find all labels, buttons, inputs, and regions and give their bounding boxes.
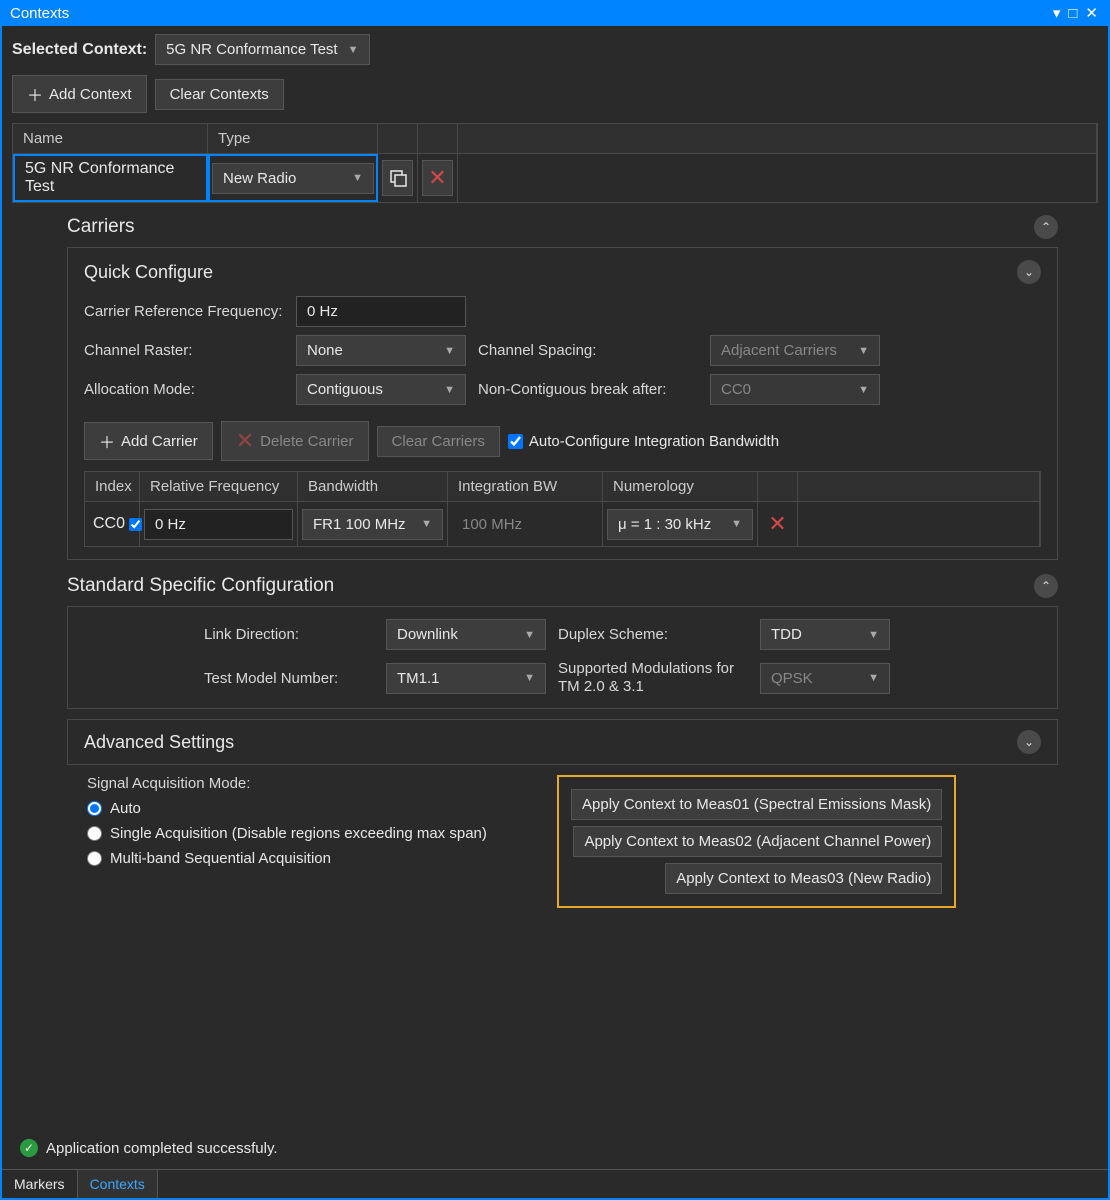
duplex-label: Duplex Scheme: xyxy=(558,626,748,643)
quick-configure-title: Quick Configure xyxy=(84,262,213,283)
ssc-title: Standard Specific Configuration xyxy=(67,575,334,597)
apply-meas01-button[interactable]: Apply Context to Meas01 (Spectral Emissi… xyxy=(571,789,942,820)
window-controls: ▾ □ ✕ xyxy=(1051,4,1100,22)
pin-icon[interactable]: ▾ xyxy=(1051,4,1063,22)
delete-context-button[interactable]: ✕ xyxy=(422,160,453,196)
window-title: Contexts xyxy=(10,5,69,22)
sig-multi-radio[interactable]: Multi-band Sequential Acquisition xyxy=(87,850,537,867)
sig-auto-radio[interactable]: Auto xyxy=(87,800,537,817)
add-carrier-button[interactable]: ＋Add Carrier xyxy=(84,422,213,460)
advanced-panel: Advanced Settings ⌄ xyxy=(67,719,1058,765)
contexts-table: Name Type 5G NR Conformance Test New Rad… xyxy=(12,123,1098,203)
nonctg-label: Non-Contiguous break after: xyxy=(478,381,698,398)
signal-acq-group: Signal Acquisition Mode: Auto Single Acq… xyxy=(87,775,537,908)
crf-label: Carrier Reference Frequency: xyxy=(84,303,284,320)
delete-carrier-row-button[interactable]: ✕ xyxy=(762,506,793,542)
integration-bw: 100 MHz xyxy=(452,510,598,539)
status-bar: ✓ Application completed successfuly. xyxy=(20,1139,1098,1157)
tm-label: Test Model Number: xyxy=(204,670,374,687)
mod-label: Supported Modulations for TM 2.0 & 3.1 xyxy=(558,660,748,696)
copy-context-button[interactable] xyxy=(382,160,413,196)
crf-input[interactable]: 0 Hz xyxy=(296,296,466,327)
numerology-dropdown[interactable]: μ = 1 : 30 kHz▼ xyxy=(607,509,753,540)
clear-carriers-button[interactable]: Clear Carriers xyxy=(377,426,500,457)
titlebar: Contexts ▾ □ ✕ xyxy=(0,0,1110,26)
x-icon: ✕ xyxy=(428,165,446,191)
context-row[interactable]: 5G NR Conformance Test New Radio▼ ✕ xyxy=(13,154,1097,202)
selected-context-dropdown[interactable]: 5G NR Conformance Test▼ xyxy=(155,34,369,65)
mod-dropdown[interactable]: QPSK▼ xyxy=(760,663,890,694)
maximize-icon[interactable]: □ xyxy=(1066,5,1079,22)
quick-configure-panel: Quick Configure ⌄ Carrier Reference Freq… xyxy=(67,247,1058,560)
alloc-dropdown[interactable]: Contiguous▼ xyxy=(296,374,466,405)
add-context-button[interactable]: ＋Add Context xyxy=(12,75,147,113)
carriers-section: Carriers ⌃ Quick Configure ⌄ Carrier Ref… xyxy=(67,215,1058,908)
clear-contexts-button[interactable]: Clear Contexts xyxy=(155,79,284,110)
autocfg-checkbox[interactable]: Auto-Configure Integration Bandwidth xyxy=(508,433,779,450)
link-dropdown[interactable]: Downlink▼ xyxy=(386,619,546,650)
raster-label: Channel Raster: xyxy=(84,342,284,359)
spacing-label: Channel Spacing: xyxy=(478,342,698,359)
advanced-title: Advanced Settings xyxy=(84,732,234,753)
tab-contexts[interactable]: Contexts xyxy=(78,1170,158,1198)
apply-meas02-button[interactable]: Apply Context to Meas02 (Adjacent Channe… xyxy=(573,826,942,857)
collapse-carriers-button[interactable]: ⌃ xyxy=(1034,215,1058,239)
alloc-label: Allocation Mode: xyxy=(84,381,284,398)
bottom-tabs: Markers Contexts xyxy=(2,1169,1108,1198)
expand-quick-configure-button[interactable]: ⌄ xyxy=(1017,260,1041,284)
raster-dropdown[interactable]: None▼ xyxy=(296,335,466,366)
apply-context-box: Apply Context to Meas01 (Spectral Emissi… xyxy=(557,775,956,908)
sig-single-radio[interactable]: Single Acquisition (Disable regions exce… xyxy=(87,825,537,842)
expand-advanced-button[interactable]: ⌄ xyxy=(1017,730,1041,754)
panel-content: Selected Context: 5G NR Conformance Test… xyxy=(0,26,1110,1200)
plus-icon: ＋ xyxy=(27,82,43,106)
success-icon: ✓ xyxy=(20,1139,38,1157)
duplex-dropdown[interactable]: TDD▼ xyxy=(760,619,890,650)
delete-carrier-button[interactable]: ✕Delete Carrier xyxy=(221,421,369,461)
context-type-dropdown[interactable]: New Radio▼ xyxy=(212,163,374,194)
spacing-dropdown[interactable]: Adjacent Carriers▼ xyxy=(710,335,880,366)
carrier-row[interactable]: CC0 0 Hz FR1 100 MHz▼ 100 MHz μ = 1 : 30… xyxy=(85,502,1040,546)
bandwidth-dropdown[interactable]: FR1 100 MHz▼ xyxy=(302,509,443,540)
collapse-ssc-button[interactable]: ⌃ xyxy=(1034,574,1058,598)
selected-context-label: Selected Context: xyxy=(12,41,147,59)
tab-markers[interactable]: Markers xyxy=(2,1170,78,1198)
carriers-title: Carriers xyxy=(67,216,135,238)
chevron-down-icon: ▼ xyxy=(348,44,359,56)
ssc-panel: Link Direction: Downlink▼ Duplex Scheme:… xyxy=(67,606,1058,709)
link-label: Link Direction: xyxy=(204,626,374,643)
sig-label: Signal Acquisition Mode: xyxy=(87,775,537,792)
status-text: Application completed successfuly. xyxy=(46,1140,278,1157)
apply-meas03-button[interactable]: Apply Context to Meas03 (New Radio) xyxy=(665,863,942,894)
col-type: Type xyxy=(208,124,378,153)
nonctg-dropdown[interactable]: CC0▼ xyxy=(710,374,880,405)
rel-freq-input[interactable]: 0 Hz xyxy=(144,509,293,540)
contexts-window: Contexts ▾ □ ✕ Selected Context: 5G NR C… xyxy=(0,0,1110,1200)
close-icon[interactable]: ✕ xyxy=(1083,4,1100,22)
carriers-table: Index Relative Frequency Bandwidth Integ… xyxy=(84,471,1041,547)
tm-dropdown[interactable]: TM1.1▼ xyxy=(386,663,546,694)
col-name: Name xyxy=(13,124,208,153)
